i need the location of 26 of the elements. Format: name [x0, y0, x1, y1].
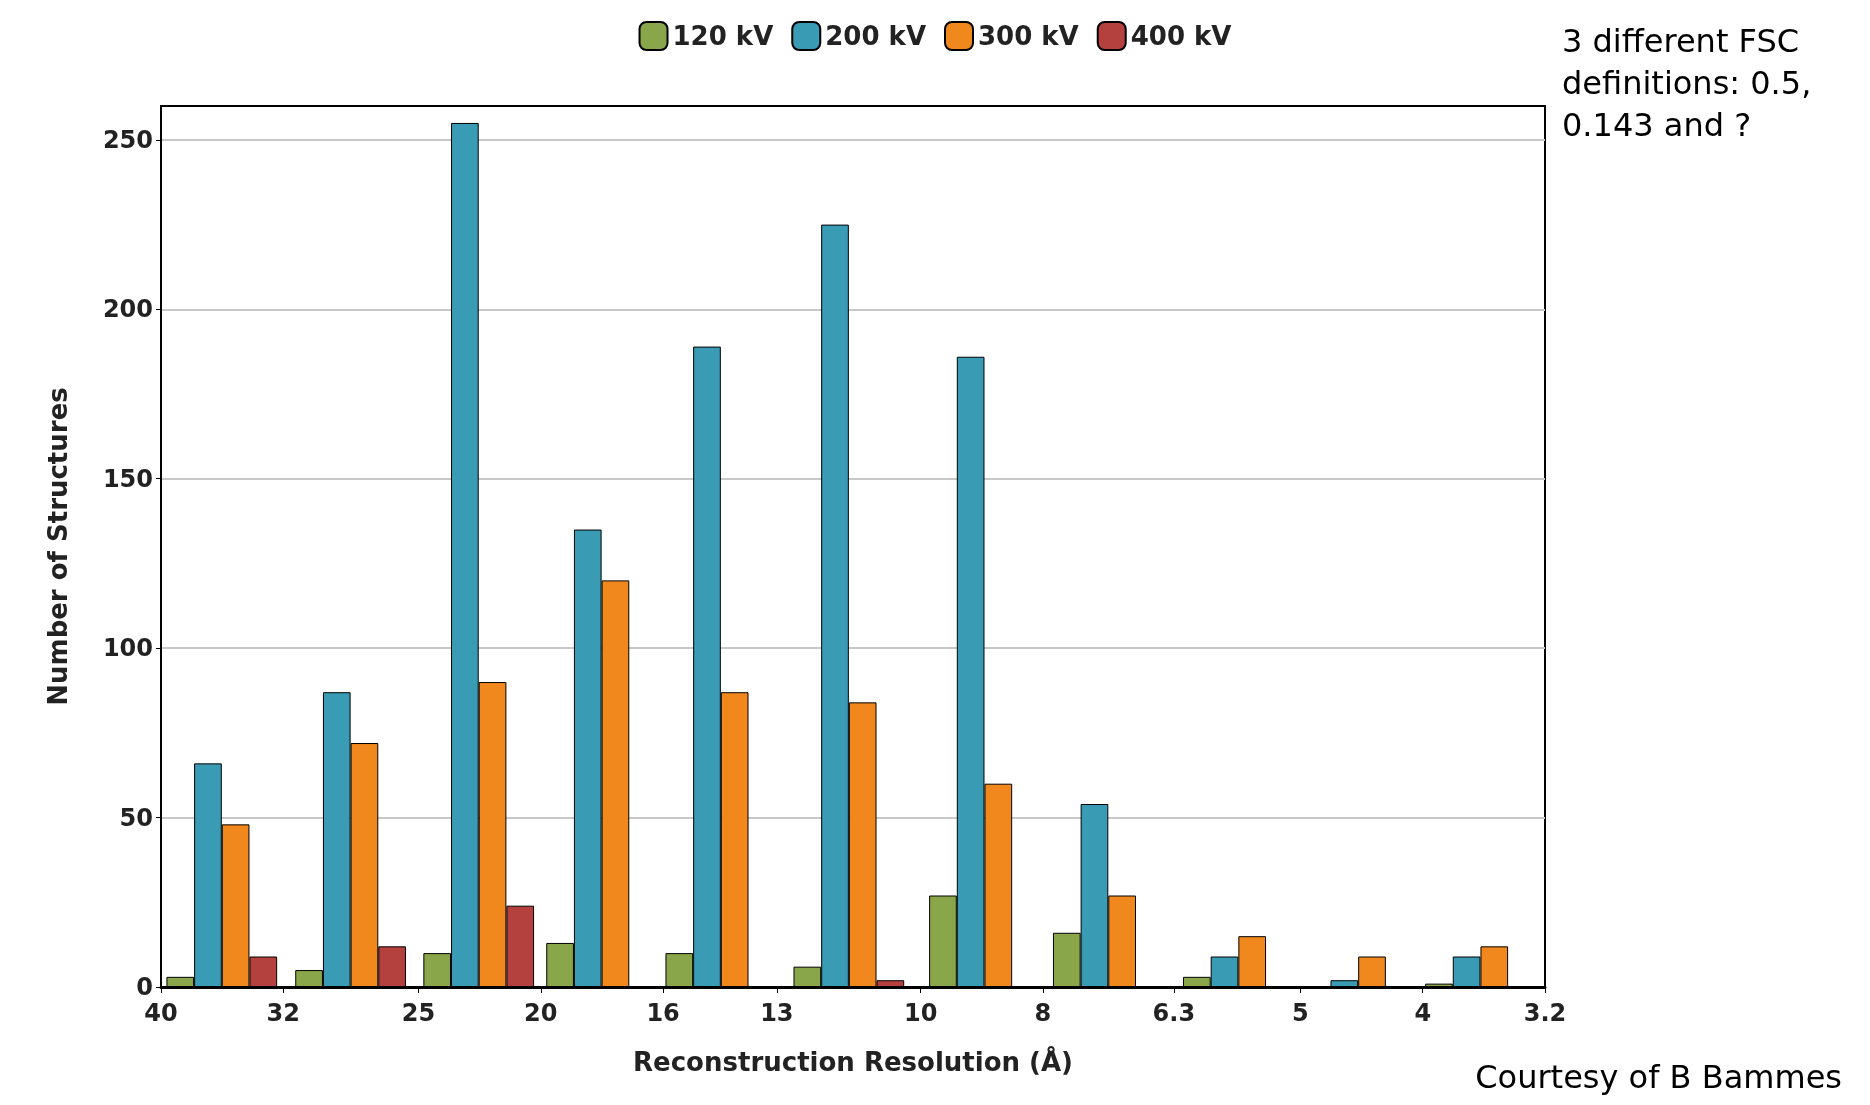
text: Courtesy of B Bammes — [1475, 1058, 1842, 1096]
x-tick-label: 10 — [903, 999, 938, 1027]
y-tick-label: 250 — [102, 125, 153, 154]
legend-label: 400 kV — [1130, 21, 1232, 51]
x-tick-label: 16 — [646, 999, 680, 1027]
x-axis-title: Reconstruction Resolution (Å) — [633, 1046, 1073, 1077]
y-axis-title: Number of Structures — [43, 387, 73, 706]
x-tick-label: 20 — [524, 999, 558, 1027]
x-tick-label: 4 — [1414, 999, 1432, 1027]
text: 3 different FSC definitions: 0.5, 0.143 and ? — [1562, 22, 1822, 144]
y-tick-label: 50 — [119, 803, 153, 832]
y-tick-label: 200 — [102, 295, 153, 324]
x-tick-label: 5 — [1292, 999, 1309, 1027]
legend-label: 300 kV — [978, 21, 1079, 51]
x-tick-label: 6.3 — [1152, 999, 1196, 1027]
y-tick-label: 0 — [136, 973, 153, 1001]
x-tick-label: 13 — [760, 999, 794, 1027]
x-tick-label: 8 — [1034, 999, 1052, 1027]
legend-label: 120 kV — [672, 21, 774, 51]
y-tick-label: 100 — [102, 634, 153, 663]
x-tick-label: 40 — [144, 999, 178, 1027]
x-tick-label: 32 — [266, 999, 300, 1027]
legend-label: 200 kV — [825, 21, 927, 51]
y-tick-label: 150 — [102, 464, 153, 493]
x-tick-label: 3.2 — [1523, 999, 1567, 1027]
x-tick-label: 25 — [401, 999, 436, 1027]
